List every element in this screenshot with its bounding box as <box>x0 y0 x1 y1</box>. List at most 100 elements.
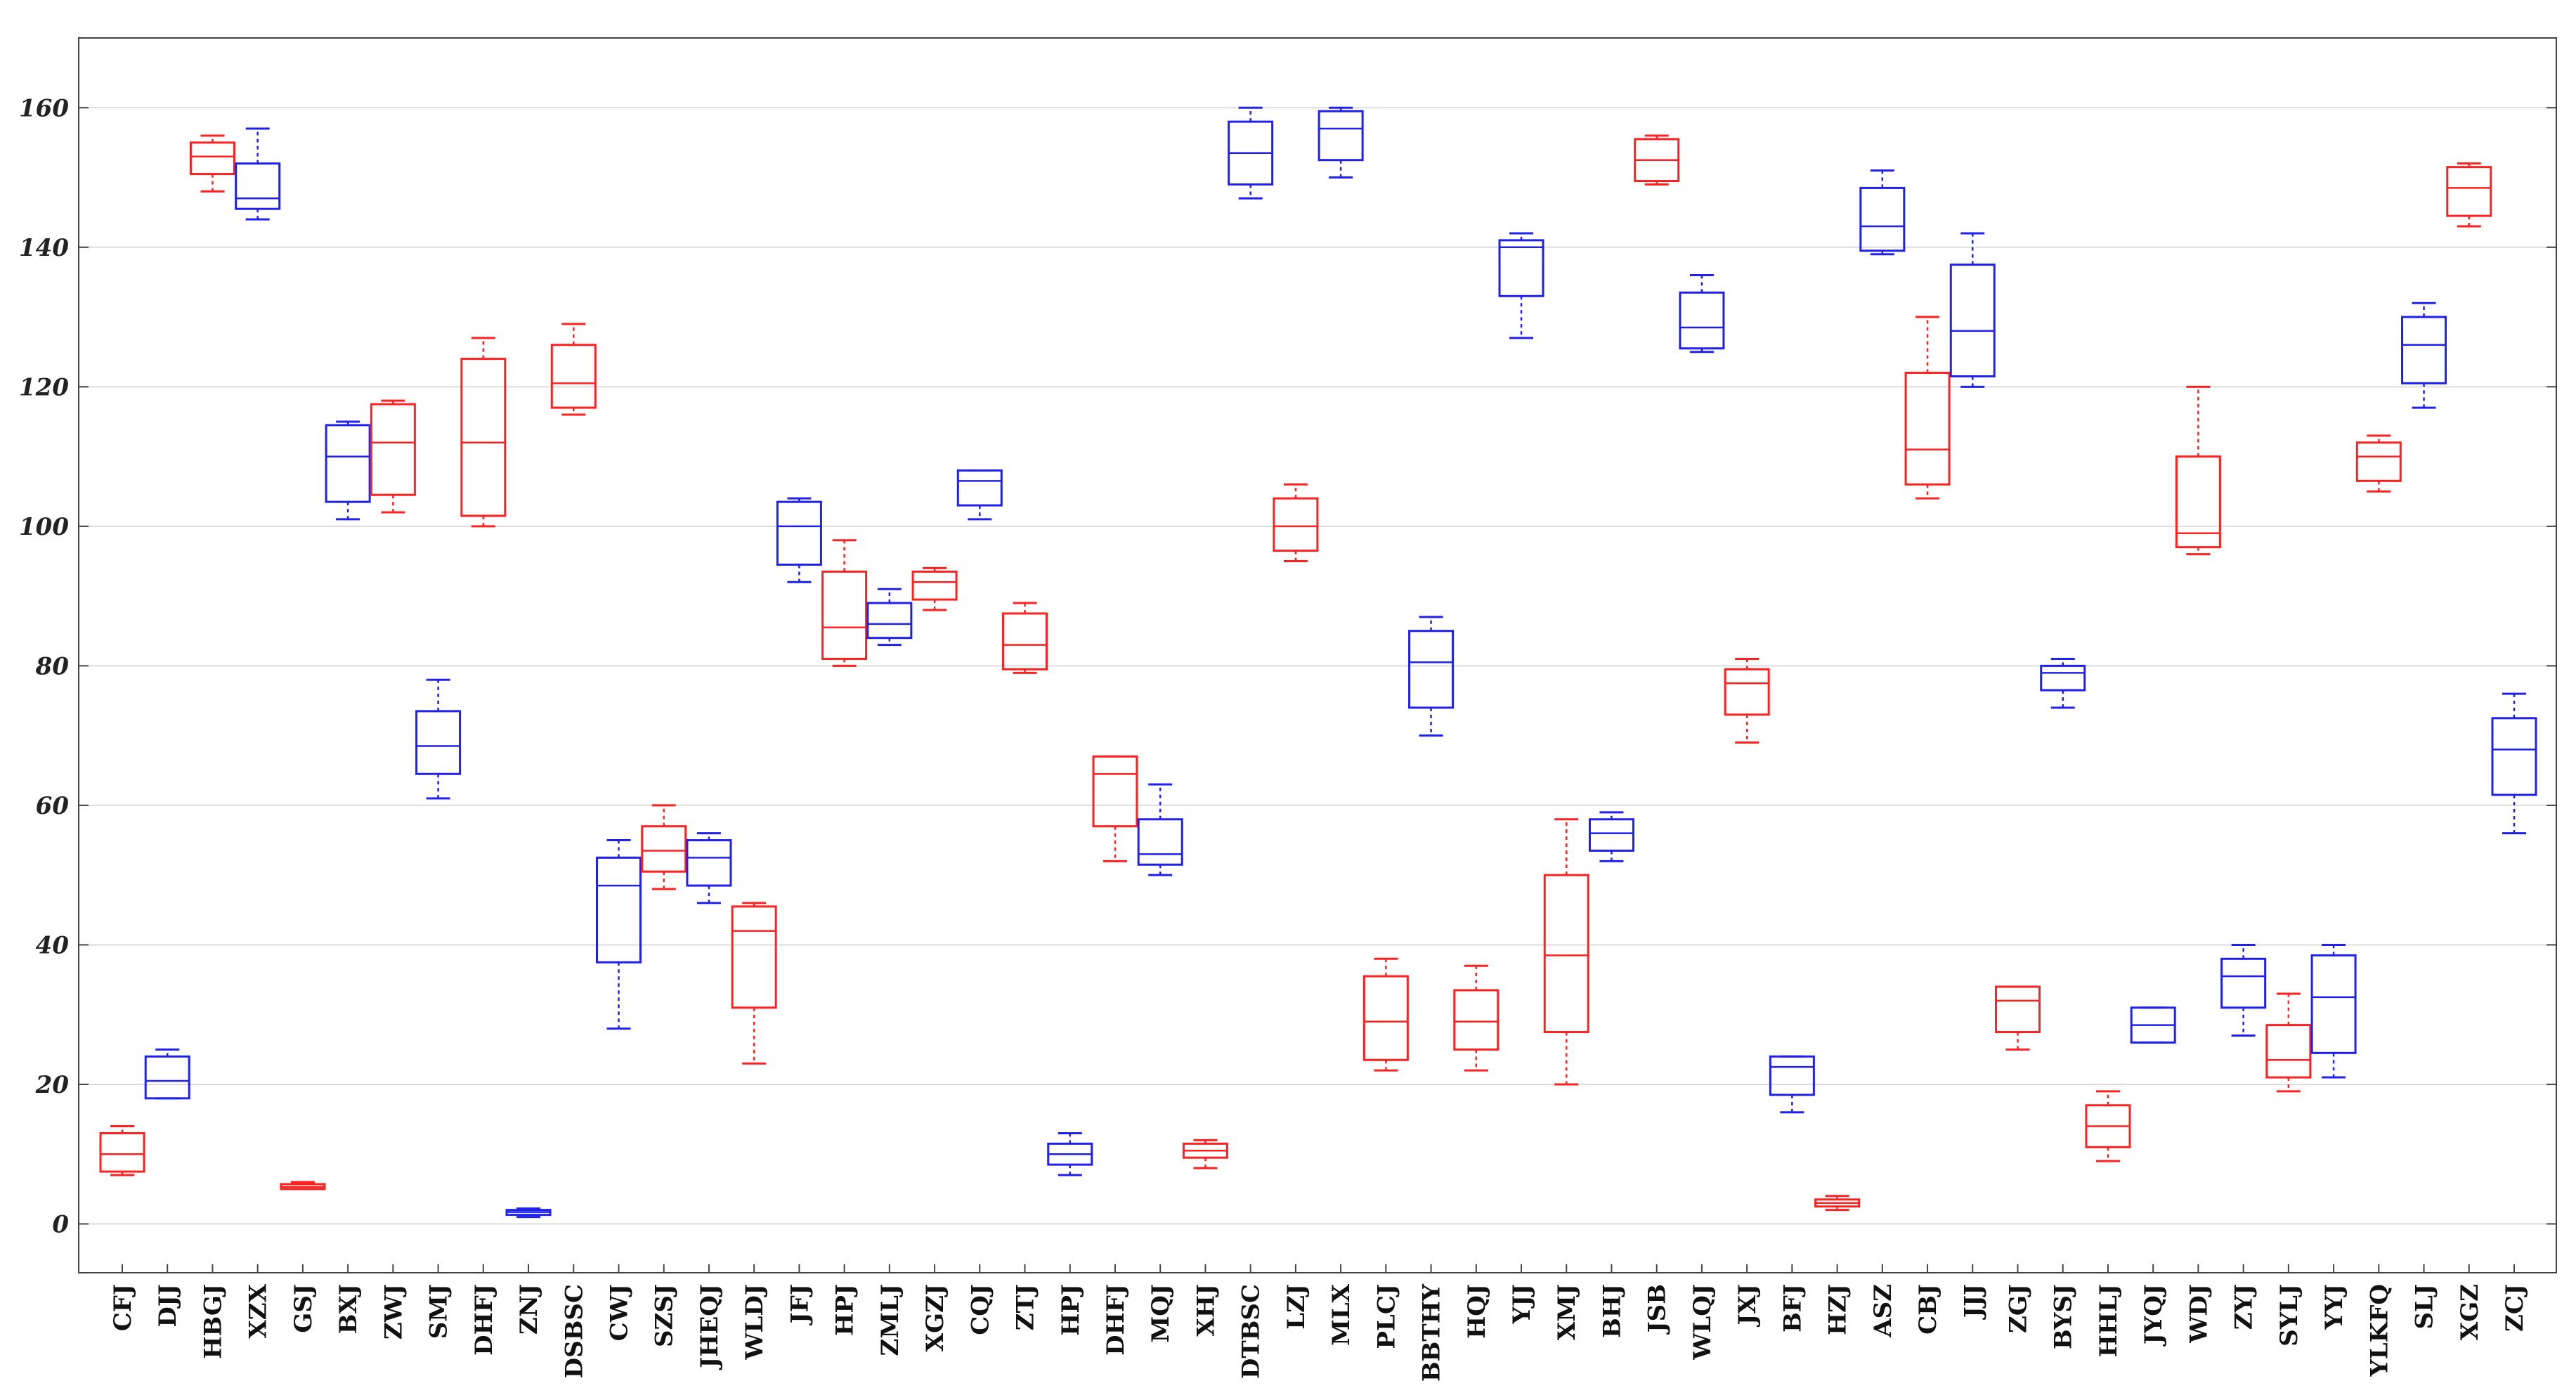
x-tick-label: XHJ <box>1192 1284 1220 1337</box>
box-iqr <box>731 905 777 1009</box>
plot-frame <box>78 37 2557 1273</box>
box-xmj <box>1543 818 1589 1086</box>
box-mqj <box>1137 783 1183 876</box>
box-lzj <box>1273 483 1319 562</box>
x-tick-label: JSB <box>1644 1284 1672 1335</box>
box-iqr <box>1859 186 1906 252</box>
x-tick-label: CWJ <box>605 1284 633 1341</box>
box-iqr <box>1002 612 1048 670</box>
box-jjj <box>1949 232 1996 388</box>
box-cwj <box>595 839 642 1030</box>
box-hzj <box>1814 1195 1861 1212</box>
grid-lines <box>79 107 2556 1225</box>
box-iqr <box>641 825 687 873</box>
box-dsbsc <box>550 323 597 416</box>
box-yjj <box>1498 232 1544 339</box>
box-plcj <box>1362 957 1409 1072</box>
box-iqr <box>776 500 822 566</box>
x-tick-label: DHFJ <box>470 1284 498 1356</box>
box-bhj <box>1588 811 1634 862</box>
x-tick-label: HBGJ <box>199 1284 227 1359</box>
box-iqr <box>866 602 913 640</box>
box-bysj <box>2040 657 2086 709</box>
box-bxj <box>325 420 371 521</box>
box-gsj <box>280 1181 326 1191</box>
y-tick-label: 20 <box>35 1071 70 1099</box>
x-tick-label: HZJ <box>1824 1284 1852 1335</box>
x-tick-label: JFJ <box>786 1284 814 1325</box>
box-jxj <box>1724 657 1770 744</box>
x-tick-label: BFJ <box>1778 1284 1807 1332</box>
x-tick-label: CFJ <box>109 1284 137 1331</box>
x-tick-label: XGZ <box>2456 1284 2484 1340</box>
box-zgj <box>1995 985 2041 1051</box>
x-tick-label: JJJ <box>1959 1284 1987 1320</box>
box-iqr <box>2175 455 2221 549</box>
x-tick-label: GSJ <box>290 1284 318 1333</box>
box-iqr <box>595 856 642 964</box>
y-tick-label: 120 <box>19 373 69 401</box>
box-iqr <box>956 469 1003 507</box>
x-tick-label: WLDJ <box>741 1284 769 1361</box>
box-iqr <box>550 344 597 409</box>
box-iqr <box>2446 166 2492 217</box>
x-tick-label: ZTJ <box>1012 1284 1040 1330</box>
box-mlx <box>1318 106 1364 179</box>
x-tick-label: HPJ <box>1057 1284 1085 1336</box>
box-iqr <box>2310 954 2357 1054</box>
x-tick-label: BYSJ <box>2050 1284 2078 1349</box>
x-tick-label: YYJ <box>2320 1284 2348 1330</box>
box-iqr <box>686 839 732 887</box>
x-tick-label: PLCJ <box>1372 1284 1400 1349</box>
x-tick-label: YJJ <box>1508 1284 1536 1324</box>
x-tick-label: JHEQJ <box>696 1284 724 1370</box>
box-hpj <box>1047 1131 1093 1176</box>
box-ylkfq <box>2355 434 2402 493</box>
box-iqr <box>1769 1055 1815 1096</box>
x-tick-label: XZX <box>245 1283 273 1338</box>
box-iqr <box>189 141 235 176</box>
box-iqr <box>2220 957 2267 1009</box>
box-iqr <box>1318 110 1364 162</box>
box-zwj <box>370 399 416 514</box>
box-sylj <box>2265 992 2312 1093</box>
x-tick-label: BHJ <box>1598 1284 1626 1338</box>
box-iqr <box>1498 239 1544 297</box>
box-iqr <box>1679 291 1725 350</box>
y-tick-label: 80 <box>35 652 70 680</box>
x-tick-label: CBJ <box>1914 1284 1942 1335</box>
x-tick-label: ZWJ <box>379 1284 408 1340</box>
x-tick-label: ZGJ <box>2005 1284 2033 1333</box>
box-iqr <box>325 424 371 503</box>
x-tick-label: XMJ <box>1553 1284 1581 1340</box>
y-tick-label: 40 <box>36 931 70 959</box>
box-znj <box>505 1207 552 1219</box>
box-iqr <box>1949 264 1996 377</box>
box-jsb <box>1634 134 1680 186</box>
box-series <box>99 106 2537 1219</box>
y-tick-label: 140 <box>19 234 69 262</box>
x-tick-label: DJJ <box>154 1284 182 1328</box>
box-iqr <box>1408 630 1455 709</box>
x-tick-label: MLX <box>1327 1283 1355 1346</box>
x-tick-label: DSBSC <box>560 1284 588 1378</box>
x-tick-label: LZJ <box>1282 1284 1310 1330</box>
x-axis-ticks: CFJ DJJ HBGJ XZX GSJ BXJ ZWJ SMJ DHFJ ZNJ DSBSC CWJ… <box>109 1264 2529 1382</box>
x-tick-label: SYLJ <box>2275 1284 2303 1347</box>
x-tick-label: HPJ <box>831 1284 859 1336</box>
box-iqr <box>1092 755 1138 828</box>
box-iqr <box>821 570 868 660</box>
x-tick-label: ZNJ <box>515 1284 543 1335</box>
box-wldj <box>731 902 777 1065</box>
box-iqr <box>235 162 281 210</box>
x-tick-label: BBTHY <box>1418 1283 1446 1382</box>
box-iqr <box>144 1055 190 1100</box>
box-iqr <box>1543 874 1589 1034</box>
x-tick-label: BXJ <box>334 1284 363 1334</box>
box-smj <box>415 678 462 800</box>
box-dtbsc <box>1228 106 1274 200</box>
box-djj <box>144 1048 190 1100</box>
x-tick-label: HQJ <box>1463 1284 1491 1339</box>
box-slj <box>2401 301 2447 409</box>
